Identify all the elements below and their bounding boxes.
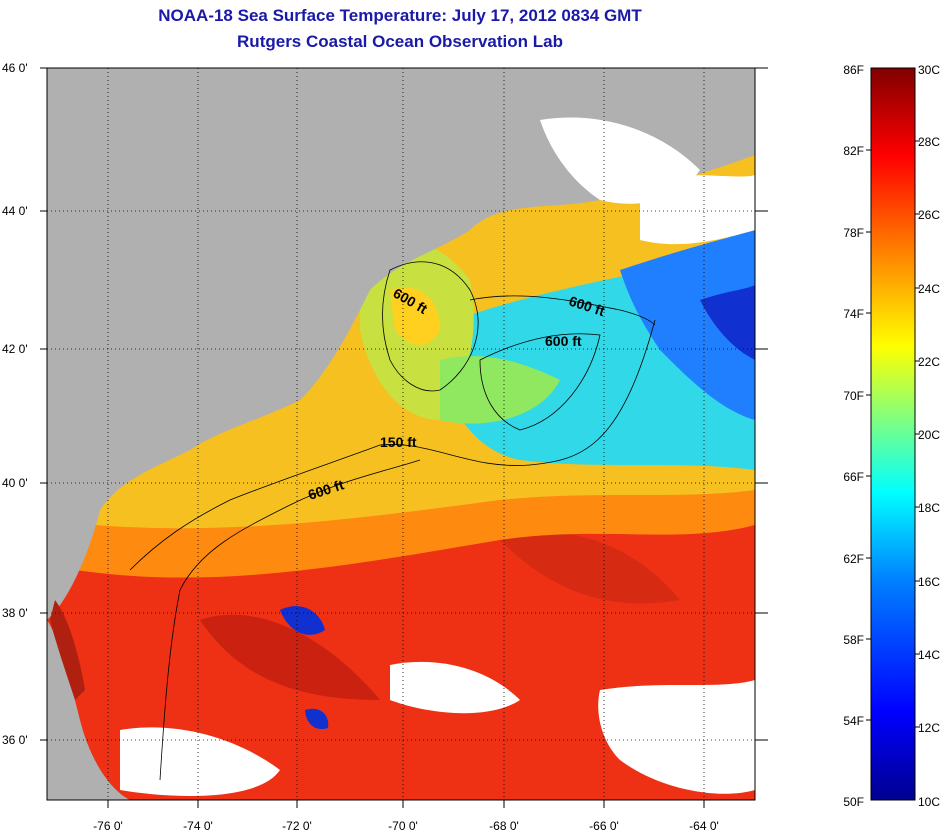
lon-label: -70 0'	[388, 819, 418, 833]
lat-label: 36 0'	[2, 733, 28, 747]
lat-label: 38 0'	[2, 606, 28, 620]
colorbar-f-label: 62F	[843, 552, 864, 566]
colorbar-f-label: 70F	[843, 389, 864, 403]
colorbar-ticks	[866, 140, 920, 728]
colorbar	[870, 67, 916, 801]
map-title: NOAA-18 Sea Surface Temperature: July 17…	[158, 6, 642, 25]
lon-label: -66 0'	[589, 819, 619, 833]
colorbar-c-label: 18C	[918, 501, 940, 515]
colorbar-c-label: 28C	[918, 135, 940, 149]
lon-label: -76 0'	[93, 819, 123, 833]
colorbar-c-label: 12C	[918, 721, 940, 735]
lon-label: -68 0'	[489, 819, 519, 833]
lon-label: -64 0'	[689, 819, 719, 833]
colorbar-f-label: 54F	[843, 714, 864, 728]
latitude-labels: 46 0' 44 0' 42 0' 40 0' 38 0' 36 0'	[2, 61, 28, 747]
colorbar-f-label: 66F	[843, 470, 864, 484]
colorbar-f-label: 74F	[843, 307, 864, 321]
colorbar-f-label: 86F	[843, 63, 864, 77]
lat-label: 40 0'	[2, 476, 28, 490]
colorbar-c-label: 14C	[918, 648, 940, 662]
colorbar-c-label: 22C	[918, 355, 940, 369]
colorbar-c-label: 30C	[918, 63, 940, 77]
lat-label: 46 0'	[2, 61, 28, 75]
map-image	[47, 68, 755, 800]
colorbar-f-label: 50F	[843, 795, 864, 809]
map-subtitle: Rutgers Coastal Ocean Observation Lab	[237, 32, 563, 51]
colorbar-f-label: 58F	[843, 633, 864, 647]
lon-label: -72 0'	[282, 819, 312, 833]
colorbar-celsius-labels: 30C 28C 26C 24C 22C 20C 18C 16C 14C 12C …	[918, 63, 940, 809]
contour-label: 150 ft	[380, 434, 417, 450]
colorbar-c-label: 20C	[918, 428, 940, 442]
contour-label: 600 ft	[545, 333, 582, 349]
colorbar-c-label: 10C	[918, 795, 940, 809]
lat-label: 42 0'	[2, 342, 28, 356]
lat-label: 44 0'	[2, 204, 28, 218]
map-frame	[46, 67, 756, 801]
axis-ticks	[40, 67, 768, 808]
colorbar-fahrenheit-labels: 86F 82F 78F 74F 70F 66F 62F 58F 54F 50F	[843, 63, 864, 809]
colorbar-f-label: 78F	[843, 226, 864, 240]
colorbar-c-label: 24C	[918, 282, 940, 296]
lon-label: -74 0'	[183, 819, 213, 833]
longitude-labels: -76 0' -74 0' -72 0' -70 0' -68 0' -66 0…	[93, 819, 719, 833]
colorbar-c-label: 16C	[918, 575, 940, 589]
colorbar-f-label: 82F	[843, 144, 864, 158]
colorbar-c-label: 26C	[918, 208, 940, 222]
